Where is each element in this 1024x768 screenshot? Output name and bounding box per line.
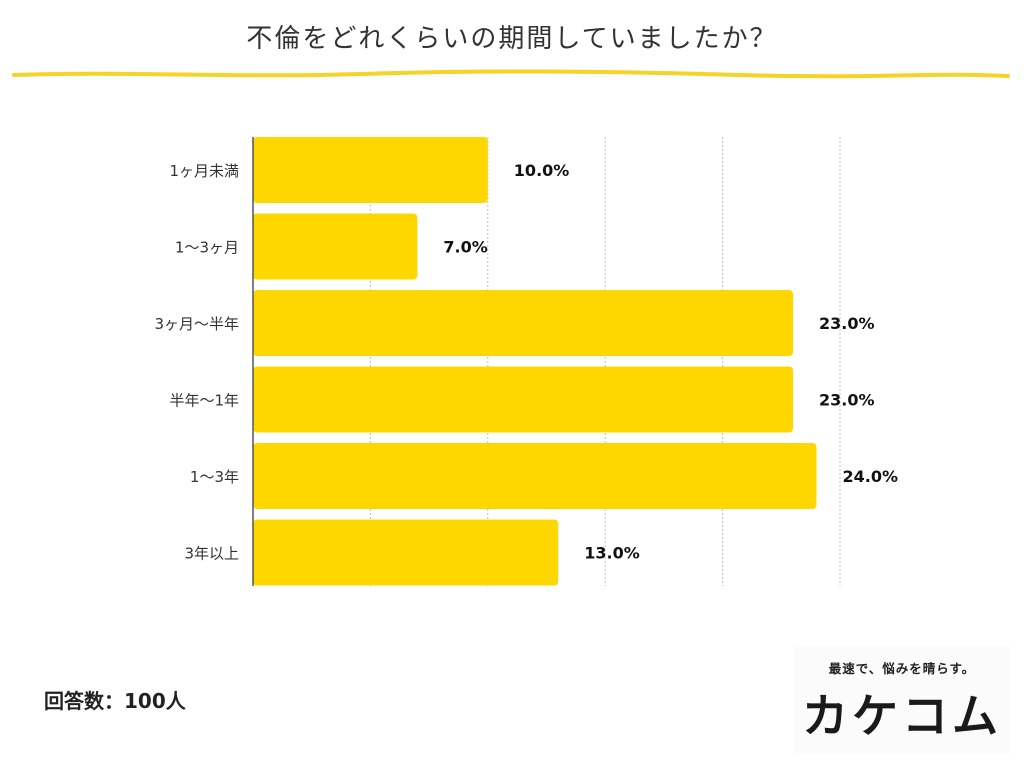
value-label: 23.0% [819, 391, 875, 410]
title-underline [12, 69, 1010, 79]
bar [253, 366, 794, 433]
category-label: 1〜3ヶ月 [175, 239, 239, 257]
bar [253, 137, 488, 203]
logo-tagline: 最速で、悩みを晴らす。 [828, 661, 976, 676]
value-labels: 10.0% 7.0% 23.0% 23.0% 24.0% 13.0% [443, 161, 898, 563]
category-label: 3ヶ月〜半年 [154, 315, 239, 333]
bar [253, 519, 559, 586]
bar [253, 213, 418, 280]
bar [253, 290, 794, 356]
value-label: 24.0% [843, 467, 899, 486]
category-label: 1〜3年 [190, 468, 239, 486]
category-label: 3年以上 [184, 545, 239, 563]
value-label: 23.0% [819, 314, 875, 333]
value-label: 7.0% [443, 238, 487, 257]
logo-wordmark: カケコム [802, 689, 1002, 743]
value-label: 10.0% [514, 161, 570, 180]
category-label: 1ヶ月未満 [169, 162, 239, 180]
grid-lines [369, 137, 841, 586]
brand-logo: 最速で、悩みを晴らす。 カケコム [794, 646, 1010, 754]
value-label: 13.0% [584, 544, 640, 563]
bar [253, 443, 817, 509]
category-label: 半年〜1年 [169, 392, 239, 410]
bars [253, 137, 817, 586]
page-title: 不倫をどれくらいの期間していましたか？ [246, 24, 778, 54]
respondent-count: 回答数：100人 [44, 689, 186, 713]
